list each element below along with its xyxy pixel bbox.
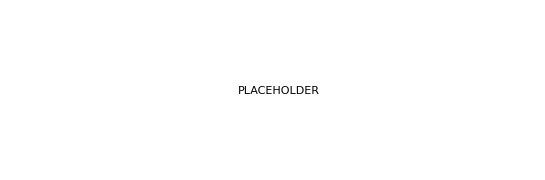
Text: PLACEHOLDER: PLACEHOLDER bbox=[238, 86, 320, 96]
